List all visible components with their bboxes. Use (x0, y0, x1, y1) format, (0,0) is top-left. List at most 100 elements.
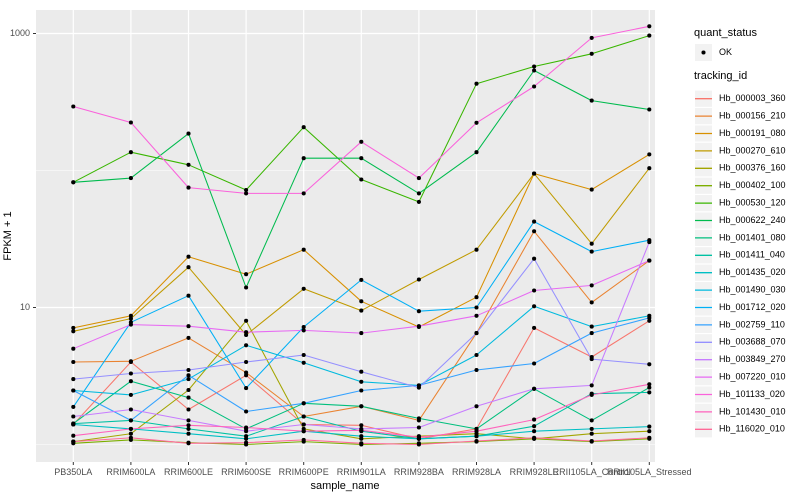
data-point (647, 429, 652, 434)
legend-label-tracking-id: Hb_101133_020 (719, 389, 785, 399)
data-point (416, 385, 421, 390)
data-point (416, 324, 421, 329)
data-point (474, 247, 479, 252)
data-point (647, 240, 652, 245)
data-point (244, 272, 249, 277)
data-point (186, 431, 191, 436)
data-point (589, 241, 594, 246)
data-point (532, 304, 537, 309)
data-point (186, 387, 191, 393)
data-point (301, 414, 306, 419)
data-point (186, 441, 191, 446)
data-point (532, 229, 537, 234)
legend-label-tracking-id: Hb_001401_080 (719, 232, 786, 242)
data-point (474, 81, 479, 86)
data-point (244, 330, 249, 335)
data-point (359, 277, 364, 282)
data-point (301, 286, 306, 291)
y-tick-label: 1000 (10, 28, 30, 38)
data-point (359, 177, 364, 182)
data-point (71, 329, 76, 334)
data-point (359, 379, 364, 384)
data-point (532, 288, 537, 293)
data-point (186, 254, 191, 259)
data-point (589, 283, 594, 288)
data-point (589, 438, 594, 444)
data-point (474, 331, 479, 336)
legend-title-tracking-id: tracking_id (694, 70, 748, 82)
data-point (589, 98, 594, 103)
data-point (359, 388, 364, 393)
data-point (128, 435, 133, 440)
data-point (128, 120, 133, 125)
data-point (474, 434, 479, 439)
data-point (301, 125, 306, 130)
legend-label-tracking-id: Hb_000530_120 (719, 197, 786, 207)
data-point (416, 416, 421, 421)
data-point (128, 431, 133, 436)
data-point (647, 390, 652, 395)
data-point (532, 171, 537, 176)
data-point (532, 84, 537, 89)
data-point (244, 386, 249, 391)
data-point (474, 429, 479, 434)
data-point (532, 361, 537, 366)
data-point (647, 166, 652, 171)
data-point (474, 150, 479, 155)
data-point (244, 285, 249, 290)
x-tick-label: RRIM928LA (452, 467, 501, 477)
data-point (71, 422, 76, 427)
x-tick-label: RRIM600LA (106, 467, 155, 477)
data-point (647, 258, 652, 263)
data-point (589, 51, 594, 56)
data-point (128, 426, 133, 431)
data-point (359, 404, 364, 409)
data-point (589, 426, 594, 431)
data-point (128, 150, 133, 155)
data-point (71, 180, 76, 185)
data-point (359, 299, 364, 304)
data-point (532, 429, 537, 434)
data-point (71, 439, 76, 444)
data-point (186, 367, 191, 373)
data-point (647, 382, 652, 387)
data-point (301, 437, 306, 442)
data-point (532, 325, 537, 330)
data-point (416, 191, 421, 196)
x-tick-label: RRIM928BA (394, 467, 444, 477)
data-point (71, 404, 76, 409)
data-point (359, 423, 364, 428)
legend-title-quant-status: quant_status (694, 27, 757, 39)
data-point (359, 369, 364, 374)
data-point (647, 362, 652, 367)
data-point (589, 187, 594, 192)
data-point (244, 425, 249, 430)
data-point (244, 440, 249, 445)
data-point (589, 392, 594, 397)
data-point (532, 435, 537, 440)
x-tick-label: PB350LA (54, 467, 92, 477)
x-tick-label: RRII105LA_Control (553, 467, 631, 477)
data-point (244, 359, 249, 365)
data-point (244, 370, 249, 375)
legend-label-tracking-id: Hb_000156_210 (719, 110, 786, 120)
data-point (186, 418, 191, 423)
data-point (71, 377, 76, 382)
data-point (474, 313, 479, 318)
data-point (589, 383, 594, 388)
panel-background (36, 10, 655, 462)
data-point (589, 418, 594, 423)
data-point (589, 431, 594, 436)
data-point (301, 352, 306, 358)
data-point (532, 424, 537, 429)
x-tick-label: RRIM928LE (510, 467, 559, 477)
data-point (647, 424, 652, 429)
data-point (186, 131, 191, 136)
data-point (416, 176, 421, 181)
legend-label-tracking-id: Hb_000622_240 (719, 215, 786, 225)
data-point (301, 401, 306, 406)
legend-label-tracking-id: Hb_000376_160 (719, 163, 786, 173)
data-point (647, 315, 652, 320)
x-axis-title: sample_name (310, 480, 380, 492)
